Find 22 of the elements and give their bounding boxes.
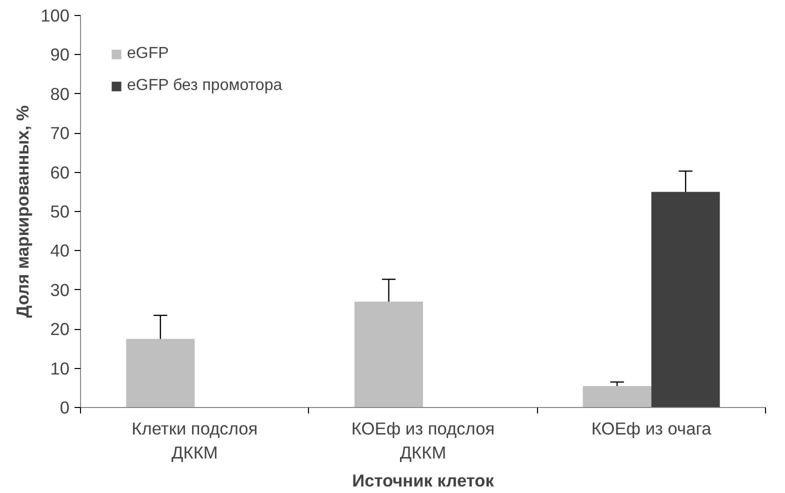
y-tick-label: 0	[60, 398, 70, 418]
y-tick-label: 80	[50, 84, 70, 104]
x-tick-label: КОЕф из подслоя ДККМ	[351, 418, 495, 462]
y-tick-label: 10	[50, 358, 70, 378]
legend-label: eGFP	[127, 45, 169, 63]
y-tick-label: 90	[50, 44, 70, 65]
bar	[651, 192, 720, 408]
y-tick-label: 60	[50, 162, 70, 182]
x-tick-label: Клетки подслоя ДККМ	[132, 418, 258, 462]
bar	[354, 302, 423, 408]
x-axis-title: Источник клеток	[352, 470, 494, 490]
y-tick-label: 40	[50, 240, 70, 261]
legend-label: eGFP без промотора	[127, 77, 282, 95]
bar	[582, 386, 652, 408]
y-tick-label: 50	[50, 202, 70, 222]
y-tick-label: 30	[50, 280, 70, 300]
y-tick-label: 100	[40, 6, 70, 26]
y-axis-title: Доля маркированных, %	[12, 105, 33, 318]
y-tick-label: 70	[50, 123, 70, 144]
x-tick-label: КОЕф из очага	[591, 418, 712, 438]
bar	[126, 338, 195, 408]
y-tick-label: 20	[50, 319, 70, 340]
